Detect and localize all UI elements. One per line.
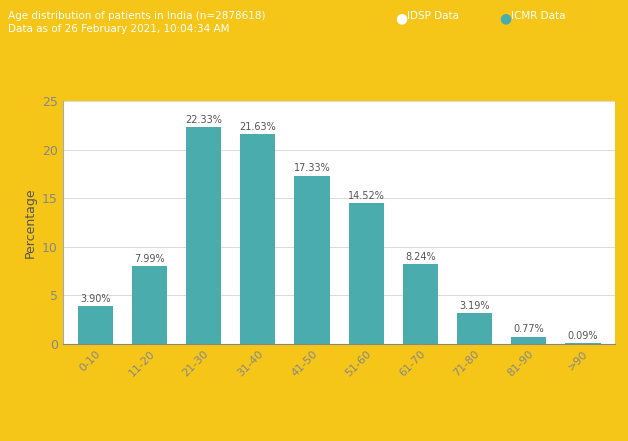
Text: 7.99%: 7.99% [134,254,165,264]
Text: 14.52%: 14.52% [348,191,384,201]
Bar [186,127,221,344]
Text: IDSP Data: IDSP Data [407,11,459,21]
Text: Age distribution of patients in India (n=2878618): Age distribution of patients in India (n… [8,11,265,21]
Text: 21.63%: 21.63% [239,122,276,132]
Bar [565,343,600,344]
Text: 0.09%: 0.09% [568,331,598,341]
Text: ●: ● [396,11,408,25]
Text: ICMR Data: ICMR Data [511,11,565,21]
Bar [78,306,113,344]
Text: 3.19%: 3.19% [459,301,490,310]
Bar [295,176,330,344]
Bar [132,266,167,344]
Text: 3.90%: 3.90% [80,294,111,304]
Text: 0.77%: 0.77% [513,324,544,334]
Bar [403,264,438,344]
Text: ●: ● [499,11,511,25]
Text: Data as of 26 February 2021, 10:04:34 AM: Data as of 26 February 2021, 10:04:34 AM [8,24,229,34]
Y-axis label: Percentage: Percentage [23,187,36,258]
Text: 8.24%: 8.24% [405,252,436,262]
Text: 17.33%: 17.33% [294,164,330,173]
Bar [511,336,546,344]
Bar [241,134,276,344]
Bar [457,313,492,344]
Text: 22.33%: 22.33% [185,115,222,125]
Bar [349,203,384,344]
